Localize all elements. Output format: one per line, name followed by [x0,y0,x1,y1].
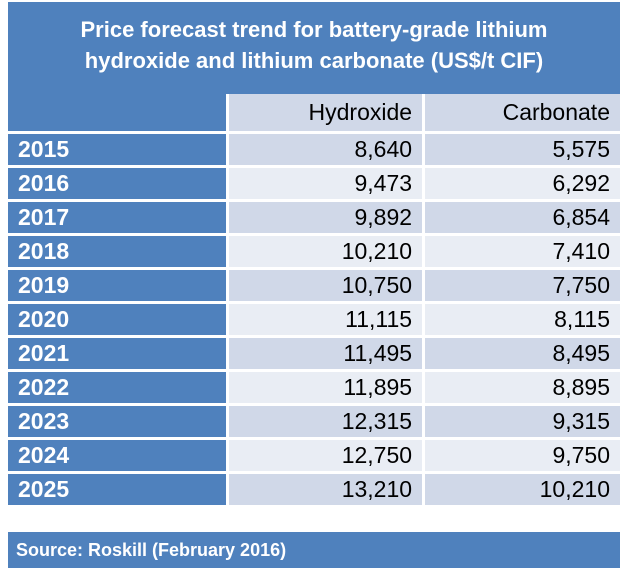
header-year-cell [8,94,229,134]
carbonate-value: 8,895 [423,370,620,406]
table-body: Hydroxide Carbonate 2015 8,640 5,575 2016 9,… [8,94,620,508]
table-row: 2020 11,115 8,115 [8,302,620,338]
carbonate-value: 10,210 [423,472,620,508]
hydroxide-value: 8,640 [227,132,426,168]
year-cell: 2019 [8,268,229,304]
hydroxide-value: 11,495 [227,336,426,372]
title-line-2: hydroxide and lithium carbonate (US$/t C… [84,48,544,73]
carbonate-value: 5,575 [423,132,620,168]
year-cell: 2024 [8,438,229,474]
year-cell: 2015 [8,132,229,168]
header-carbonate: Carbonate [423,94,620,134]
title-line-1: Price forecast trend for battery-grade l… [80,17,548,42]
price-table: Hydroxide Carbonate 2015 8,640 5,575 2016 9,… [8,94,620,508]
table-row: 2024 12,750 9,750 [8,438,620,474]
carbonate-value: 7,410 [423,234,620,270]
table-row: 2018 10,210 7,410 [8,234,620,270]
table-row: 2021 11,495 8,495 [8,336,620,372]
table-title: Price forecast trend for battery-grade l… [8,2,620,94]
hydroxide-value: 10,750 [227,268,426,304]
year-cell: 2017 [8,200,229,236]
hydroxide-value: 13,210 [227,472,426,508]
source-note: Source: Roskill (February 2016) [8,532,620,568]
year-cell: 2022 [8,370,229,406]
hydroxide-value: 9,473 [227,166,426,202]
table-row: 2016 9,473 6,292 [8,166,620,202]
year-cell: 2016 [8,166,229,202]
year-cell: 2018 [8,234,229,270]
table-row: 2022 11,895 8,895 [8,370,620,406]
table-row: 2025 13,210 10,210 [8,472,620,508]
table-row: 2015 8,640 5,575 [8,132,620,168]
carbonate-value: 6,854 [423,200,620,236]
hydroxide-value: 11,115 [227,302,426,338]
carbonate-value: 9,750 [423,438,620,474]
carbonate-value: 9,315 [423,404,620,440]
year-cell: 2021 [8,336,229,372]
year-cell: 2023 [8,404,229,440]
carbonate-value: 8,495 [423,336,620,372]
header-row: Hydroxide Carbonate [8,94,620,134]
table-row: 2023 12,315 9,315 [8,404,620,440]
header-hydroxide: Hydroxide [227,94,426,134]
hydroxide-value: 12,750 [227,438,426,474]
carbonate-value: 6,292 [423,166,620,202]
carbonate-value: 7,750 [423,268,620,304]
year-cell: 2020 [8,302,229,338]
hydroxide-value: 11,895 [227,370,426,406]
table-row: 2019 10,750 7,750 [8,268,620,304]
hydroxide-value: 9,892 [227,200,426,236]
hydroxide-value: 10,210 [227,234,426,270]
year-cell: 2025 [8,472,229,508]
carbonate-value: 8,115 [423,302,620,338]
price-table-figure: Price forecast trend for battery-grade l… [8,2,620,568]
table-row: 2017 9,892 6,854 [8,200,620,236]
hydroxide-value: 12,315 [227,404,426,440]
